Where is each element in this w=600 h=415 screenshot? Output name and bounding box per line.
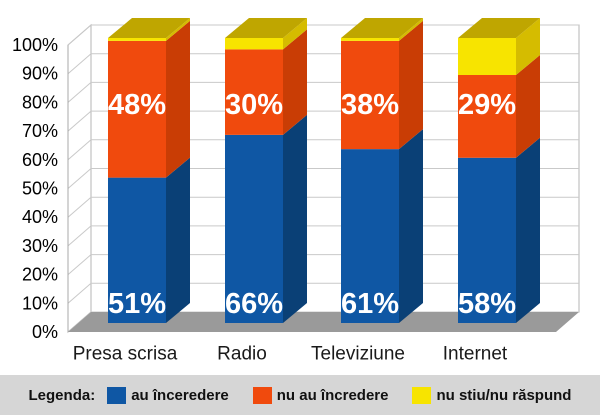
legend-item-au-incredere: au înceredere bbox=[107, 386, 229, 404]
bar-segment-side-Internet-2 bbox=[516, 18, 540, 76]
left-wall-gridline bbox=[67, 139, 92, 161]
bar-segment-Internet-1 bbox=[458, 75, 516, 158]
bar-segment-Radio-0 bbox=[225, 134, 283, 323]
bar-segment-side-Radio-0 bbox=[283, 114, 307, 324]
bar-value-label: 58% bbox=[458, 288, 516, 320]
bar-value-label: 29% bbox=[458, 89, 516, 121]
bar-segment-side-Presa scrisa-2 bbox=[166, 18, 190, 41]
left-wall-gridline bbox=[67, 82, 92, 103]
bar-value-label: 38% bbox=[341, 89, 399, 121]
legend-item-nu-au-incredere: nu au încredere bbox=[252, 386, 389, 404]
bar-segment-Radio-2 bbox=[225, 38, 283, 50]
bar-segment-side-Televiziune-0 bbox=[399, 129, 423, 323]
category-label: Radio bbox=[217, 344, 267, 365]
bar-segment-Televiziune-2 bbox=[341, 38, 399, 41]
bar-top-face-Televiziune bbox=[341, 18, 423, 38]
legend-label: nu au încredere bbox=[276, 386, 389, 404]
left-wall-gridline bbox=[67, 254, 92, 275]
bar-top-face-Radio bbox=[225, 18, 307, 38]
bar-segment-Internet-0 bbox=[458, 157, 516, 323]
bar-segment-side-Presa scrisa-1 bbox=[166, 20, 190, 178]
bar-value-label: 51% bbox=[108, 288, 166, 320]
bar-segment-Televiziune-0 bbox=[341, 149, 399, 323]
legend-label: au înceredere bbox=[131, 386, 229, 404]
left-wall-gridline bbox=[67, 110, 92, 132]
legend-item-nu-stiu: nu stiu/nu răspund bbox=[412, 386, 572, 404]
legend-swatch-orange bbox=[252, 386, 272, 404]
bar-segment-Radio-1 bbox=[225, 49, 283, 135]
bar-segment-side-Televiziune-1 bbox=[399, 20, 423, 150]
stacked-bar-chart: 51% 48% Presa scrisa 66% 30% Radio 61% 38% Telev… bbox=[12, 18, 580, 365]
chart-svg: 51% 48% Presa scrisa 66% 30% Radio 61% 38% Telev… bbox=[12, 18, 580, 365]
bar-segment-Presa scrisa-1 bbox=[108, 40, 166, 178]
bar-value-label: 30% bbox=[225, 89, 283, 121]
bar-value-label: 48% bbox=[108, 89, 166, 121]
y-axis-tick-label: 0% bbox=[32, 322, 58, 342]
y-axis-tick-label: 70% bbox=[22, 121, 58, 141]
floor bbox=[68, 312, 579, 332]
bar-segment-Televiziune-1 bbox=[341, 40, 399, 150]
left-wall-gridline bbox=[67, 168, 92, 189]
left-wall-gridline bbox=[67, 225, 92, 247]
bar-segment-side-Radio-1 bbox=[283, 29, 307, 135]
legend-title: Legenda: bbox=[28, 386, 96, 404]
left-wall-gridline bbox=[67, 196, 92, 218]
bar-segment-Presa scrisa-0 bbox=[108, 177, 166, 323]
y-axis-tick-label: 60% bbox=[22, 150, 58, 170]
bar-segment-side-Televiziune-2 bbox=[399, 18, 423, 41]
bar-top-face-Presa scrisa bbox=[108, 18, 190, 38]
bar-segment-Internet-2 bbox=[458, 38, 516, 76]
bar-top-face-Internet bbox=[458, 18, 540, 38]
legend-swatch-yellow bbox=[412, 386, 432, 404]
legend-bar: Legenda: au înceredere nu au încredere n… bbox=[0, 375, 600, 415]
bar-segment-Presa scrisa-2 bbox=[108, 38, 166, 41]
y-axis-tick-label: 50% bbox=[22, 179, 58, 199]
bar-segment-side-Internet-0 bbox=[516, 137, 540, 323]
bar-segment-side-Radio-2 bbox=[283, 18, 307, 50]
left-wall-gridline bbox=[67, 53, 92, 75]
y-axis-tick-label: 80% bbox=[22, 92, 58, 112]
y-axis-tick-label: 90% bbox=[22, 64, 58, 84]
bar-segment-side-Presa scrisa-0 bbox=[166, 157, 190, 323]
bar-segment-side-Internet-1 bbox=[516, 55, 540, 158]
legend-label: nu stiu/nu răspund bbox=[436, 386, 572, 404]
category-label: Presa scrisa bbox=[73, 344, 178, 365]
left-wall-gridline bbox=[67, 24, 92, 46]
category-label: Televiziune bbox=[311, 344, 405, 365]
legend-swatch-blue bbox=[107, 386, 127, 404]
bar-value-label: 66% bbox=[225, 288, 283, 320]
y-axis-tick-label: 10% bbox=[22, 293, 58, 313]
bar-value-label: 61% bbox=[341, 288, 399, 320]
category-label: Internet bbox=[443, 344, 508, 365]
y-axis-tick-label: 100% bbox=[12, 35, 58, 55]
y-axis-tick-label: 20% bbox=[22, 265, 58, 285]
y-axis-tick-label: 40% bbox=[22, 207, 58, 227]
left-wall-gridline bbox=[67, 282, 92, 304]
y-axis-tick-label: 30% bbox=[22, 236, 58, 256]
